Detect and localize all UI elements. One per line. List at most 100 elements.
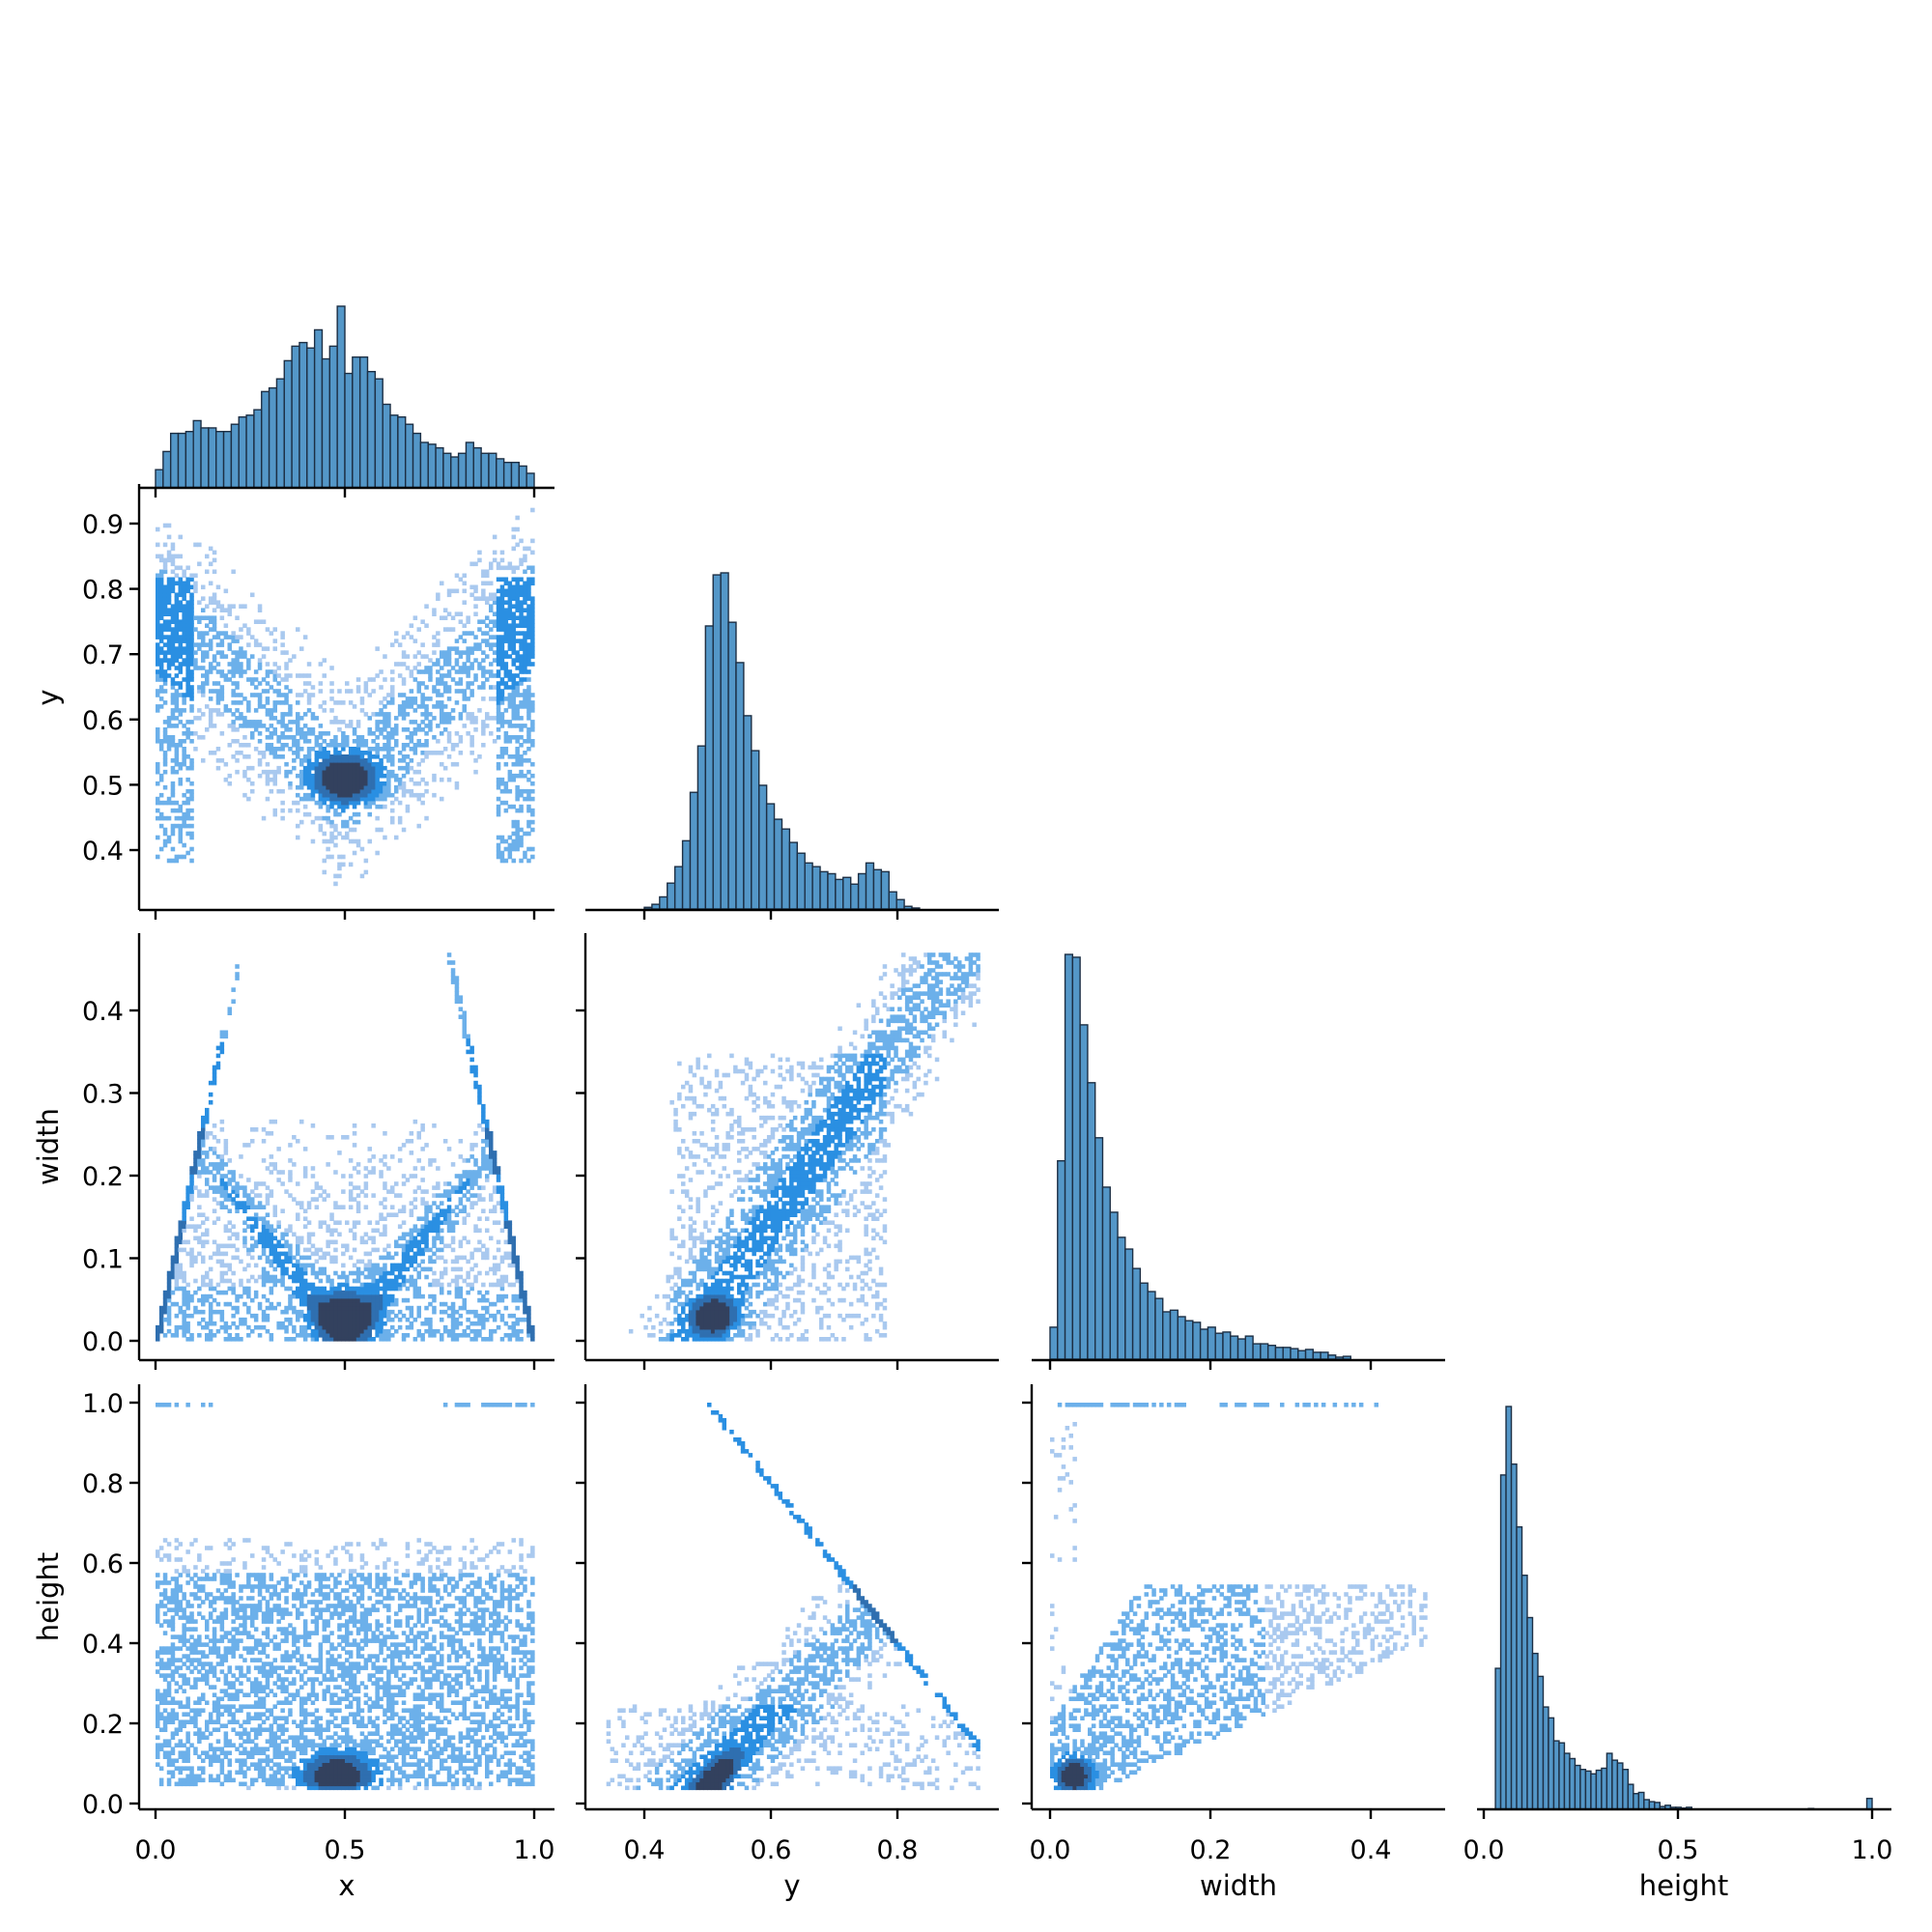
histogram-bar — [1057, 1159, 1066, 1360]
axes-y-vs-height: 0.4 0.6 0.8 — [576, 1384, 999, 1865]
x-tick-label: 0.6 — [751, 1835, 792, 1865]
histogram-bar — [185, 431, 194, 489]
histogram-bar — [689, 791, 699, 910]
histogram-bar — [842, 876, 852, 910]
histogram-bar — [667, 882, 676, 910]
axes-width-hist — [1032, 1358, 1445, 1370]
histogram-bar — [412, 432, 422, 489]
histogram-bar — [283, 359, 293, 489]
histogram-bar — [1605, 1752, 1613, 1810]
histogram-bar — [230, 423, 240, 489]
histogram-bar — [480, 452, 490, 489]
y-tick-label: 0.0 — [82, 1790, 124, 1820]
x-axis-label-width: width — [1200, 1869, 1277, 1902]
histogram-bar — [208, 427, 217, 489]
histogram-bar — [510, 461, 521, 489]
histogram-bar — [472, 446, 482, 489]
histogram-bar — [1312, 1351, 1321, 1360]
histogram-bar — [1230, 1335, 1239, 1360]
histogram-bar — [1199, 1328, 1209, 1360]
histogram-bar — [1236, 1338, 1247, 1360]
histogram-bar — [1334, 1356, 1345, 1360]
histogram-width — [1049, 953, 1351, 1360]
histogram-bar — [374, 378, 384, 489]
histogram-bar — [1633, 1793, 1640, 1810]
y-tick-label: 0.4 — [82, 837, 124, 867]
histogram-bar — [427, 443, 437, 489]
histogram-bar — [298, 341, 308, 489]
histogram-bar — [1595, 1769, 1603, 1810]
heatmap-layer — [156, 507, 1428, 1791]
histogram-bar — [238, 415, 247, 489]
x-tick-label: 0.4 — [624, 1835, 666, 1865]
histogram-bar — [1552, 1740, 1560, 1810]
axes-y-vs-width — [576, 933, 999, 1370]
histogram-bar — [1207, 1326, 1216, 1360]
histogram-bar — [1214, 1332, 1224, 1360]
histogram-bar — [765, 803, 776, 910]
axes-x-vs-width: 0.0 0.1 0.2 0.3 0.4 — [82, 933, 554, 1370]
x-tick-label: 0.2 — [1190, 1835, 1232, 1865]
histogram-bar — [1192, 1321, 1202, 1360]
histogram-bar — [1574, 1764, 1581, 1810]
histogram-bar — [405, 423, 414, 489]
heatmap-x-vs-height — [156, 1403, 535, 1791]
histogram-bar — [457, 452, 468, 489]
histogram-bar — [488, 452, 497, 489]
y-tick-label: 0.4 — [82, 997, 124, 1027]
histogram-bar — [1297, 1350, 1307, 1360]
histogram-bar — [253, 409, 263, 489]
axes-x-hist — [139, 486, 554, 497]
y-axis-label-width: width — [32, 1108, 65, 1185]
histogram-bar — [895, 898, 905, 910]
histogram-bar — [366, 370, 377, 489]
histogram-bar — [502, 461, 513, 489]
heatmap-y-vs-width — [628, 952, 980, 1342]
histogram-bar — [306, 347, 316, 489]
histogram-bar — [880, 870, 890, 910]
histogram-bar — [1563, 1752, 1571, 1810]
histogram-bar — [1169, 1309, 1179, 1360]
axes-width-vs-height: 0.0 0.2 0.4 — [1022, 1384, 1445, 1865]
x-tick-label: 0.4 — [1350, 1835, 1392, 1865]
histogram-bar — [352, 355, 361, 489]
histogram-bar — [827, 872, 837, 910]
histogram-height — [1494, 1406, 1873, 1810]
histogram-bar — [796, 852, 806, 910]
x-tick-label: 0.5 — [325, 1835, 366, 1865]
histogram-bar — [1109, 1211, 1119, 1360]
histogram-bar — [177, 432, 187, 489]
histogram-bar — [1584, 1770, 1592, 1810]
histogram-bar — [735, 662, 745, 910]
histogram-bar — [1177, 1316, 1186, 1360]
y-tick-label: 0.8 — [82, 576, 124, 606]
histogram-bar — [1499, 1474, 1507, 1810]
histogram-bar — [1049, 1326, 1059, 1360]
x-tick-label: 0.0 — [135, 1835, 177, 1865]
y-axis-label-y: y — [32, 689, 65, 705]
histogram-bar — [712, 574, 722, 910]
histogram-bar — [1124, 1248, 1134, 1360]
histogram-bar — [336, 305, 346, 489]
histogram-bar — [804, 862, 813, 910]
axes-y-hist — [585, 908, 999, 920]
histogram-bar — [169, 432, 180, 489]
histogram-bar — [1616, 1762, 1624, 1810]
histogram-bar — [1327, 1354, 1337, 1360]
histogram-bar — [1542, 1706, 1549, 1810]
histogram-bar — [1611, 1759, 1619, 1810]
y-tick-label: 0.2 — [82, 1710, 124, 1740]
histogram-x — [155, 305, 535, 489]
histogram-y — [643, 572, 921, 910]
histogram-bar — [903, 905, 913, 910]
histogram-bar — [751, 750, 760, 910]
histogram-bar — [1637, 1791, 1645, 1810]
histogram-bar — [1064, 953, 1074, 1360]
x-axis-label-x: x — [338, 1869, 355, 1902]
x-tick-label: 0.0 — [1030, 1835, 1071, 1865]
y-tick-label: 0.8 — [82, 1469, 124, 1499]
histogram-bar — [1290, 1348, 1299, 1360]
x-axis-label-y: y — [783, 1869, 800, 1902]
histogram-bar — [389, 414, 399, 489]
